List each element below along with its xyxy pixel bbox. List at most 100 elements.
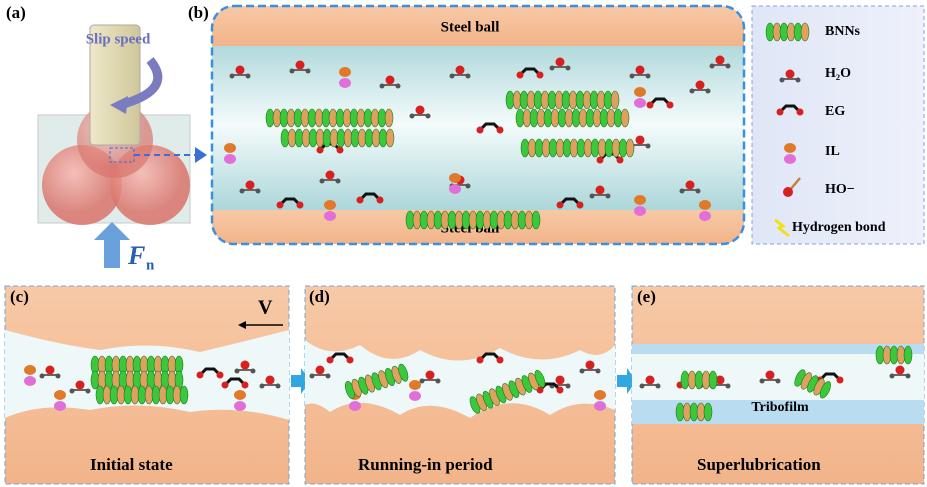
cation <box>634 206 646 216</box>
hydrogen <box>630 74 635 79</box>
cation <box>594 401 606 411</box>
oxygen <box>777 109 784 116</box>
oxygen <box>837 377 844 384</box>
anion <box>54 390 66 400</box>
cation <box>349 401 361 411</box>
hydrogen <box>86 389 91 394</box>
hydrogen <box>656 384 661 389</box>
bnns-ring <box>704 403 712 421</box>
legend-label: H₂O <box>825 66 851 81</box>
hydrogen <box>246 74 251 79</box>
cation <box>784 154 796 164</box>
legend-label: EG <box>825 104 845 119</box>
figure: (a) Slip speed F n (b) Steel ball Steel … <box>0 0 927 487</box>
oxygen <box>222 382 229 389</box>
cation <box>234 401 246 411</box>
hydrogen <box>580 369 585 374</box>
legend-label: HO− <box>825 182 855 197</box>
hydrogen <box>466 74 471 79</box>
caption: Running-in period <box>358 455 493 474</box>
cation <box>224 154 236 164</box>
oxygen <box>326 171 335 180</box>
hydrogen <box>240 189 245 194</box>
oxygen <box>416 106 425 115</box>
panel-label: (a) <box>6 3 26 22</box>
hydrogen <box>235 369 240 374</box>
cation <box>409 391 421 401</box>
anion <box>24 365 36 375</box>
oxygen <box>317 147 324 154</box>
anion <box>324 200 336 210</box>
oxygen <box>337 147 344 154</box>
oxygen <box>241 361 250 370</box>
oxygen <box>46 366 55 375</box>
hydrogen <box>326 374 331 379</box>
oxygen <box>236 66 245 75</box>
hydrogen <box>466 184 471 189</box>
bnns-ring <box>801 23 809 41</box>
oxygen <box>347 357 354 364</box>
oxygen <box>197 372 204 379</box>
hydrogen <box>306 69 311 74</box>
oxygen <box>586 361 595 370</box>
cation <box>449 184 461 194</box>
oxygen <box>316 366 325 375</box>
bnns-ring <box>621 109 629 127</box>
oxygen <box>636 136 645 145</box>
anion <box>634 87 646 97</box>
hydrogen <box>696 189 701 194</box>
caption: Superlubrication <box>697 455 821 474</box>
oxygen <box>896 366 905 375</box>
hydrogen <box>426 114 431 119</box>
oxygen <box>426 371 435 380</box>
bnns-ring <box>386 129 394 147</box>
tribofilm-label: Tribofilm <box>751 400 809 415</box>
bnns-ring <box>611 91 619 109</box>
legend-label: Hydrogen bond <box>792 220 886 235</box>
force-arrow <box>104 238 120 268</box>
oxygen <box>783 187 793 197</box>
oxygen <box>557 202 564 209</box>
oxygen <box>556 58 565 67</box>
panel-label: (b) <box>188 3 209 22</box>
legend-label: BNNs <box>825 24 861 39</box>
oxygen <box>557 387 564 394</box>
oxygen <box>297 202 304 209</box>
hydrogen <box>310 374 315 379</box>
oxygen <box>537 72 544 79</box>
hydrogen <box>680 189 685 194</box>
anion <box>449 173 461 183</box>
hydrogen <box>380 84 385 89</box>
bnns <box>406 211 540 229</box>
oxygen <box>667 102 674 109</box>
hydrogen <box>796 78 801 83</box>
hydrogen <box>56 374 61 379</box>
bnns <box>676 403 712 421</box>
hydrogen <box>40 374 45 379</box>
anion <box>784 143 796 153</box>
oxygen <box>596 186 605 195</box>
bnns-ring <box>180 386 188 404</box>
hydrogen <box>260 384 265 389</box>
hydrogen <box>436 379 441 384</box>
hydrogen <box>410 114 415 119</box>
oxygen <box>217 372 224 379</box>
panel-label: (e) <box>637 287 656 306</box>
oxygen <box>716 56 725 65</box>
hydrogen <box>590 194 595 199</box>
cation <box>699 211 711 221</box>
oxygen <box>477 127 484 134</box>
cation <box>634 98 646 108</box>
anion <box>224 143 236 153</box>
hydrogen <box>646 74 651 79</box>
oxygen <box>266 376 275 385</box>
cation <box>324 211 336 221</box>
oxygen <box>766 371 775 380</box>
hydrogen <box>596 369 601 374</box>
caption: Initial state <box>90 455 173 474</box>
bnns <box>681 371 717 389</box>
oxygen <box>277 202 284 209</box>
oxygen <box>497 127 504 134</box>
hydrogen <box>276 384 281 389</box>
panel-e: (e) Tribofilm Superlubrication <box>632 286 924 484</box>
